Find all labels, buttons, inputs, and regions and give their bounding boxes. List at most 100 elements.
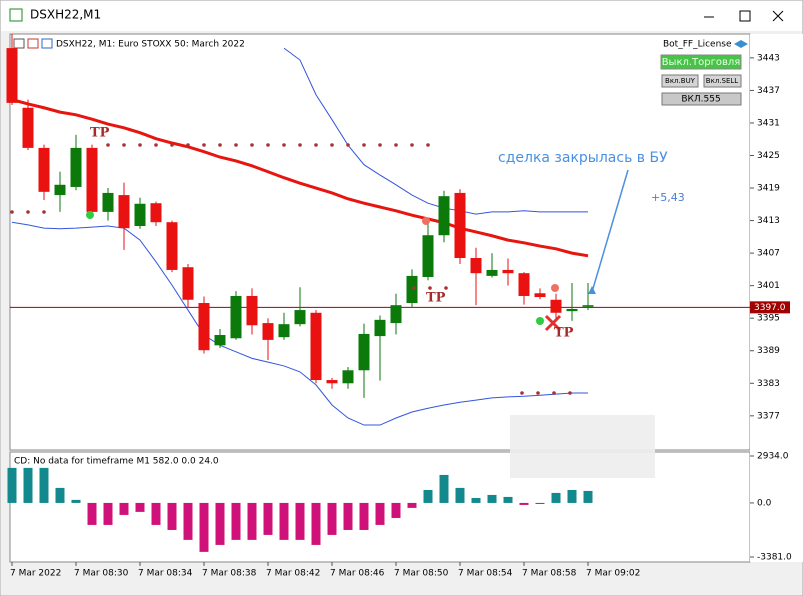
candle-body: [470, 258, 482, 274]
exit-marker: [422, 217, 430, 225]
candle-body: [550, 299, 562, 313]
candle-body: [422, 235, 434, 277]
price-label: 3397.0: [754, 303, 786, 313]
x-tick-label: 7 Mar 2022: [10, 569, 61, 579]
histogram-bar: [391, 502, 401, 518]
candle-body: [70, 147, 82, 187]
x-tick-label: 7 Mar 08:46: [330, 569, 385, 579]
close-button[interactable]: [772, 10, 784, 22]
histogram-bar: [23, 467, 33, 503]
maximize-button[interactable]: [739, 10, 751, 22]
button-label[interactable]: Выкл.Торговля: [662, 57, 741, 68]
histogram-bar: [487, 494, 497, 503]
chart-header: DSXH22, M1: Euro STOXX 50: March 2022: [56, 40, 245, 50]
tp-dots: [10, 143, 572, 395]
candle-body: [150, 203, 162, 223]
exit-marker: [551, 284, 559, 292]
histogram-bar: [7, 467, 17, 503]
candle-body: [502, 269, 514, 274]
y-tick-label: 2934.0: [757, 451, 789, 461]
x-tick-label: 7 Mar 09:02: [586, 569, 640, 579]
y-tick-label: 3395: [757, 314, 780, 324]
candle-body: [534, 293, 546, 298]
candle-body: [86, 147, 98, 212]
x-tick-label: 7 Mar 08:54: [458, 569, 513, 579]
trade-markers: [86, 169, 629, 332]
histogram-bar: [135, 502, 145, 512]
histogram-bar: [279, 502, 289, 540]
candle-body: [518, 273, 530, 296]
trade-toggle-button[interactable]: [660, 54, 742, 70]
histogram-bar: [167, 502, 177, 530]
y-tick-label: 3443: [757, 53, 780, 63]
candle-body: [102, 192, 114, 212]
buy-button[interactable]: [661, 74, 699, 88]
candle-body: [214, 335, 226, 346]
price-tag: [750, 301, 790, 314]
window-title: DSXH22,M1: [30, 8, 101, 22]
y-tick-label: 3431: [757, 118, 780, 128]
indicator-line: [11, 98, 589, 258]
candle-body: [342, 370, 354, 384]
histogram-bar: [343, 502, 353, 530]
histogram-bar: [503, 496, 513, 503]
histogram-bar: [375, 502, 385, 525]
candle-body: [38, 147, 50, 192]
histogram-bar: [551, 492, 561, 503]
license-icon: [734, 40, 748, 48]
candle-body: [582, 305, 594, 307]
histogram-bar: [311, 502, 321, 545]
title-bar: [1, 1, 802, 31]
candle-body: [134, 203, 146, 226]
histogram-bar: [359, 502, 369, 530]
candle-body: [54, 184, 66, 196]
candle-body: [454, 192, 466, 258]
candle-body: [118, 195, 130, 229]
blurred-area: [510, 415, 655, 478]
y-tick-label: 3437: [757, 86, 780, 96]
candle-body: [374, 319, 386, 337]
indicator-title: CD: No data for timeframe M1 582.0 0.0 2…: [14, 457, 219, 467]
y-tick-label: 3407: [757, 249, 780, 259]
histogram-bar: [407, 502, 417, 508]
histogram-bar: [247, 502, 257, 540]
plot: 3443 3437 3431 3425 3419 3413 3407 3401 3395 3389…: [6, 34, 792, 579]
mode-button[interactable]: [661, 92, 742, 106]
histogram-bar: [423, 489, 433, 503]
y-tick-label: 3401: [757, 281, 780, 291]
note-arrow-head: [588, 286, 596, 294]
button-label[interactable]: Вкл.SELL: [706, 77, 738, 85]
chart-icon: [27, 38, 39, 49]
main-pane: [9, 33, 751, 451]
indicator-line: [11, 221, 588, 426]
histogram-bar: [55, 487, 65, 503]
histogram-bar: [455, 487, 465, 503]
histogram-bar: [215, 502, 225, 545]
candle-body: [6, 48, 18, 103]
histogram-bar: [583, 490, 593, 503]
x-tick-label: 7 Mar 08:38: [202, 569, 257, 579]
x-tick-label: 7 Mar 08:50: [394, 569, 449, 579]
histogram-bar: [519, 502, 529, 505]
button-label[interactable]: ВКЛ.555: [681, 95, 720, 105]
candle-body: [358, 333, 370, 371]
y-tick-label: 0.0: [757, 498, 772, 508]
histogram-bar: [471, 497, 481, 503]
candle-body: [390, 305, 402, 324]
button-label[interactable]: Вкл.BUY: [665, 77, 696, 85]
candle-body: [22, 107, 34, 148]
sell-button[interactable]: [703, 74, 742, 88]
price-axis: [750, 34, 803, 562]
histogram-bar: [231, 502, 241, 540]
indicator-line: [283, 47, 588, 215]
note-arrow: [591, 169, 629, 293]
candle-body: [294, 310, 306, 325]
histogram-bar: [295, 502, 305, 540]
y-tick-label: -3381.0: [757, 553, 792, 563]
chart-icon: [13, 38, 25, 49]
histogram-bar: [39, 467, 49, 503]
histogram-bar: [119, 502, 129, 515]
candle-body: [326, 380, 338, 384]
profit-text: +5,43: [651, 191, 685, 204]
